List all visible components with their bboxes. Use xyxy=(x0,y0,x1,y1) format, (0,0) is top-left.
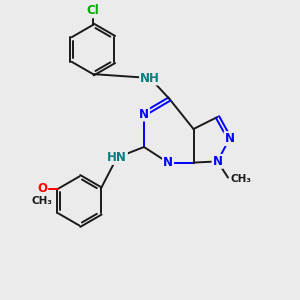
Text: CH₃: CH₃ xyxy=(230,174,251,184)
Text: O: O xyxy=(37,182,47,195)
Text: N: N xyxy=(163,156,173,169)
Text: HN: HN xyxy=(107,151,127,164)
Text: CH₃: CH₃ xyxy=(32,196,53,206)
Text: N: N xyxy=(212,155,223,168)
Text: NH: NH xyxy=(140,71,160,85)
Text: Cl: Cl xyxy=(87,4,99,17)
Text: N: N xyxy=(139,107,149,121)
Text: N: N xyxy=(224,132,235,145)
